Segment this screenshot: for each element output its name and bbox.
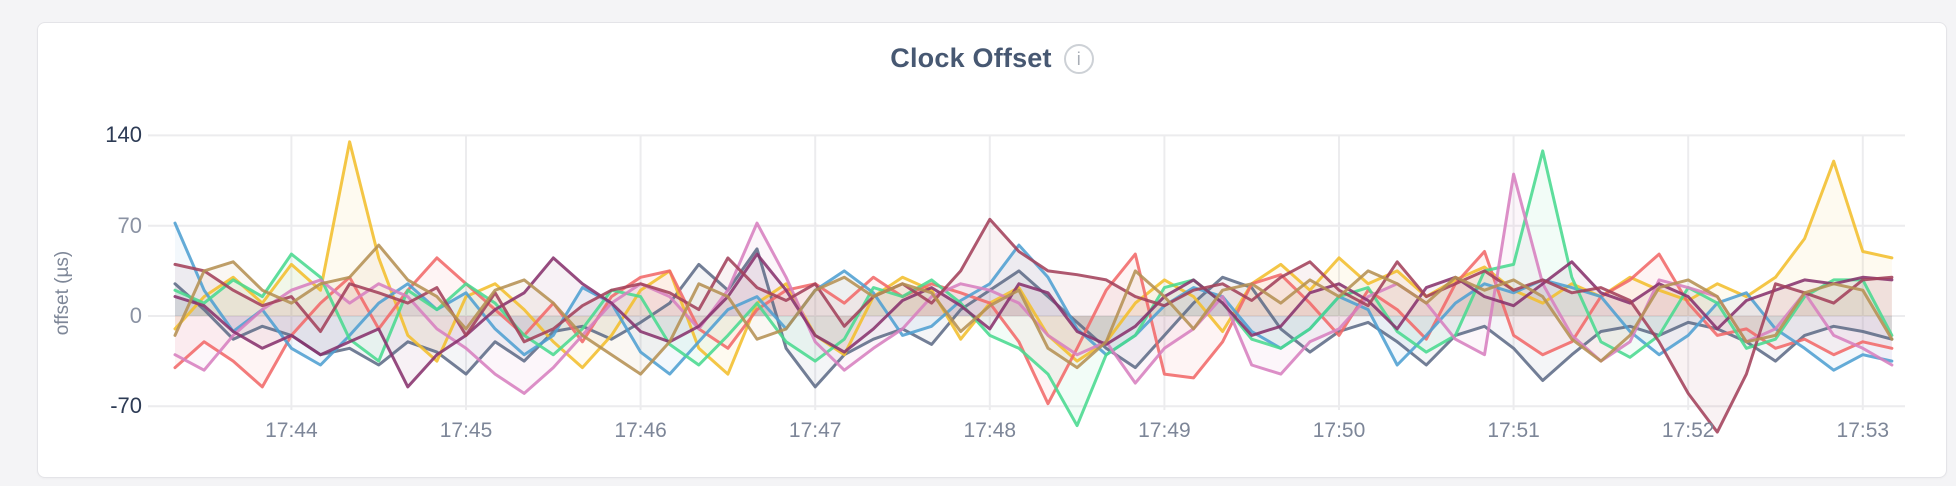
series-line [173,247,1894,389]
y-tick-label: -70 [110,393,142,419]
chart-card: Clock Offset i [37,22,1947,478]
series-area [175,248,1892,387]
chart-title: Clock Offset [890,43,1052,73]
x-tick-label: 17:52 [1661,419,1715,442]
series-line [173,217,1894,434]
x-tick-label: 17:53 [1836,419,1890,442]
y-tick-label: 70 [117,212,142,238]
x-tick-label: 17:51 [1487,419,1540,442]
x-tick-label: 17:45 [439,419,493,442]
info-icon[interactable]: i [1063,43,1094,74]
series-line [173,243,1894,376]
series-area [175,254,1892,387]
series-area [175,150,1892,426]
series-area [175,251,1892,404]
x-tick-label: 17:44 [265,419,318,442]
y-tick-label: 0 [129,303,142,328]
x-tick-label: 17:49 [1138,419,1191,442]
series-area [175,223,1892,375]
y-tick-label: 140 [105,122,142,148]
series-area [175,141,1892,375]
series-line [173,252,1894,389]
series-line [173,149,1894,428]
x-tick-label: 17:48 [963,419,1017,442]
x-tick-label: 17:47 [788,419,842,442]
chart-header: Clock Offset i [38,43,1946,74]
x-tick-label: 17:50 [1312,419,1366,442]
series-area [175,174,1892,394]
x-tick-label: 17:46 [614,419,667,442]
